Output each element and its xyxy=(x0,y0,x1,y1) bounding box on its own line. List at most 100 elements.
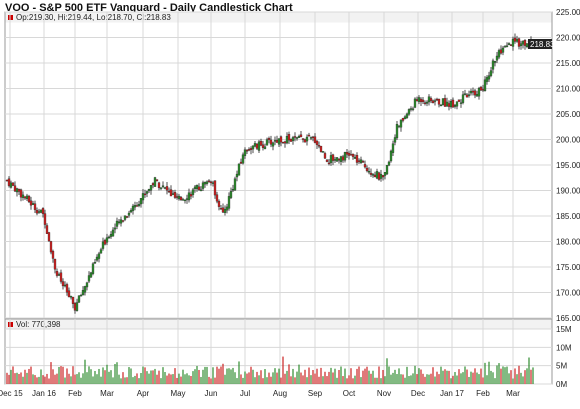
candle-body xyxy=(419,98,423,103)
volume-bar xyxy=(58,366,60,384)
x-tick-label: Jan 17 xyxy=(440,389,465,398)
volume-bar xyxy=(434,376,436,384)
candle-body xyxy=(31,203,35,205)
candle-body xyxy=(481,89,485,91)
volume-bar xyxy=(340,366,342,384)
candle-body xyxy=(101,241,105,249)
volume-bar xyxy=(258,375,260,384)
volume-bar xyxy=(274,368,276,384)
volume-bar xyxy=(334,368,336,384)
volume-bar xyxy=(390,374,392,384)
price-tick-label: 225.00 xyxy=(556,8,580,17)
candle-body xyxy=(365,167,369,172)
candle-body xyxy=(385,165,389,175)
candle-body xyxy=(7,178,11,186)
volume-bar xyxy=(490,370,492,384)
candle-body xyxy=(349,154,353,156)
candle-body xyxy=(237,163,241,176)
candle-body xyxy=(201,182,205,189)
candle-body xyxy=(457,99,461,102)
candle-body xyxy=(65,284,69,293)
candle-body xyxy=(451,99,455,108)
volume-bar xyxy=(178,373,180,384)
candle-body xyxy=(475,94,479,97)
candle-body xyxy=(307,134,311,137)
volume-bar xyxy=(74,374,76,384)
volume-bar xyxy=(6,372,8,384)
candle-body xyxy=(505,45,509,47)
candle-body xyxy=(85,282,89,288)
candle-body xyxy=(185,198,189,200)
volume-bar xyxy=(462,372,464,384)
candle-body xyxy=(107,236,111,239)
volume-bar xyxy=(370,373,372,384)
candle-body xyxy=(395,124,399,139)
volume-bar xyxy=(460,373,462,384)
volume-bar xyxy=(518,365,520,384)
volume-bar xyxy=(362,370,364,384)
price-legend-band xyxy=(5,12,552,23)
volume-bar xyxy=(92,376,94,384)
candle-body xyxy=(75,302,79,311)
volume-bar xyxy=(498,363,500,384)
volume-bar xyxy=(342,376,344,384)
candle-body xyxy=(383,172,387,176)
volume-bar xyxy=(444,369,446,384)
candle-body xyxy=(267,138,271,140)
volume-bar xyxy=(354,375,356,384)
volume-bar xyxy=(200,376,202,384)
volume-bar xyxy=(88,366,90,384)
volume-bar xyxy=(310,375,312,384)
candle-body xyxy=(255,143,259,149)
volume-bar xyxy=(236,378,238,384)
volume-bar xyxy=(450,378,452,384)
volume-bar xyxy=(470,371,472,384)
candle-body xyxy=(121,220,125,222)
volume-bar xyxy=(228,368,230,384)
candle-body xyxy=(467,94,471,96)
volume-bar xyxy=(194,369,196,384)
volume-bar xyxy=(52,369,54,384)
volume-bar xyxy=(378,366,380,384)
candle-body xyxy=(491,60,495,70)
candle-body xyxy=(175,196,179,198)
candle-body xyxy=(515,39,519,42)
candle-body xyxy=(313,136,317,143)
candle-body xyxy=(503,46,507,48)
candle-body xyxy=(271,142,275,147)
candle-body xyxy=(17,189,21,192)
candle-body xyxy=(133,205,137,208)
volume-bar xyxy=(136,373,138,384)
volume-bar xyxy=(162,367,164,384)
candle-body xyxy=(391,143,395,153)
candle-body xyxy=(239,161,243,164)
volume-bar xyxy=(78,372,80,384)
candle-body xyxy=(61,281,65,287)
candle-body xyxy=(355,155,359,163)
volume-bar xyxy=(352,378,354,384)
x-tick-label: May xyxy=(170,389,185,398)
volume-bar xyxy=(316,368,318,384)
candle-body xyxy=(483,79,487,92)
volume-bar xyxy=(344,368,346,384)
candle-body xyxy=(219,208,223,210)
candle-body xyxy=(361,161,365,163)
volume-bar xyxy=(156,374,158,384)
candle-body xyxy=(315,140,319,145)
candle-body xyxy=(91,263,95,274)
candle-body xyxy=(473,90,477,96)
candle-body xyxy=(163,187,167,189)
candle-body xyxy=(269,139,273,145)
candle-body xyxy=(215,194,219,202)
price-tick-label: 215.00 xyxy=(556,59,580,68)
volume-bar xyxy=(112,377,114,384)
volume-bar xyxy=(264,369,266,384)
volume-bar xyxy=(196,365,198,384)
volume-bar xyxy=(208,376,210,384)
volume-bar xyxy=(482,377,484,384)
candle-body xyxy=(377,172,381,180)
candle-body xyxy=(327,162,331,165)
volume-bar xyxy=(122,372,124,384)
candle-body xyxy=(297,136,301,138)
candle-body xyxy=(205,181,209,184)
